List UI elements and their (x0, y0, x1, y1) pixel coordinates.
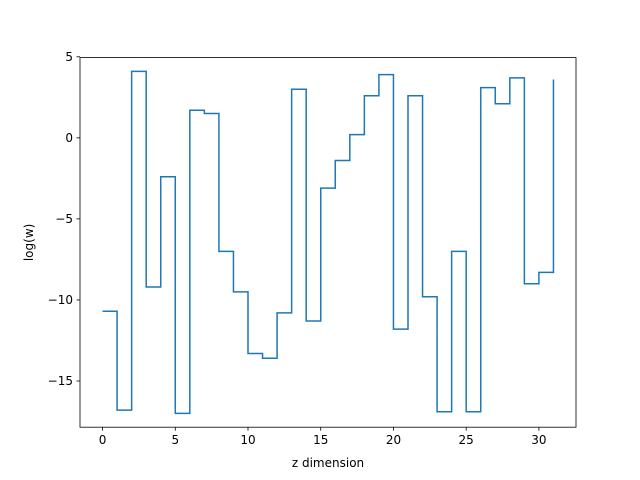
x-tick-label: 30 (531, 433, 546, 447)
y-axis-label: log(w) (22, 224, 36, 261)
y-tick-label: −10 (48, 293, 73, 307)
x-tick-label: 15 (313, 433, 328, 447)
x-axis-label: z dimension (292, 456, 364, 470)
x-tick-label: 25 (459, 433, 474, 447)
y-tick-label: −15 (48, 374, 73, 388)
x-tick-label: 20 (386, 433, 401, 447)
y-tick-label: 5 (65, 50, 73, 64)
y-tick-label: −5 (55, 212, 73, 226)
y-tick-label: 0 (65, 131, 73, 145)
series-layer (102, 70, 555, 415)
x-tick-label: 5 (171, 433, 179, 447)
axes-frame (79, 57, 577, 428)
x-tick-label: 0 (99, 433, 107, 447)
x-tick-label: 10 (240, 433, 255, 447)
axes-layer: 0 5 10 15 20 25 30 −15 −10 −5 0 5 (48, 50, 577, 447)
series-line-0 (102, 70, 555, 415)
